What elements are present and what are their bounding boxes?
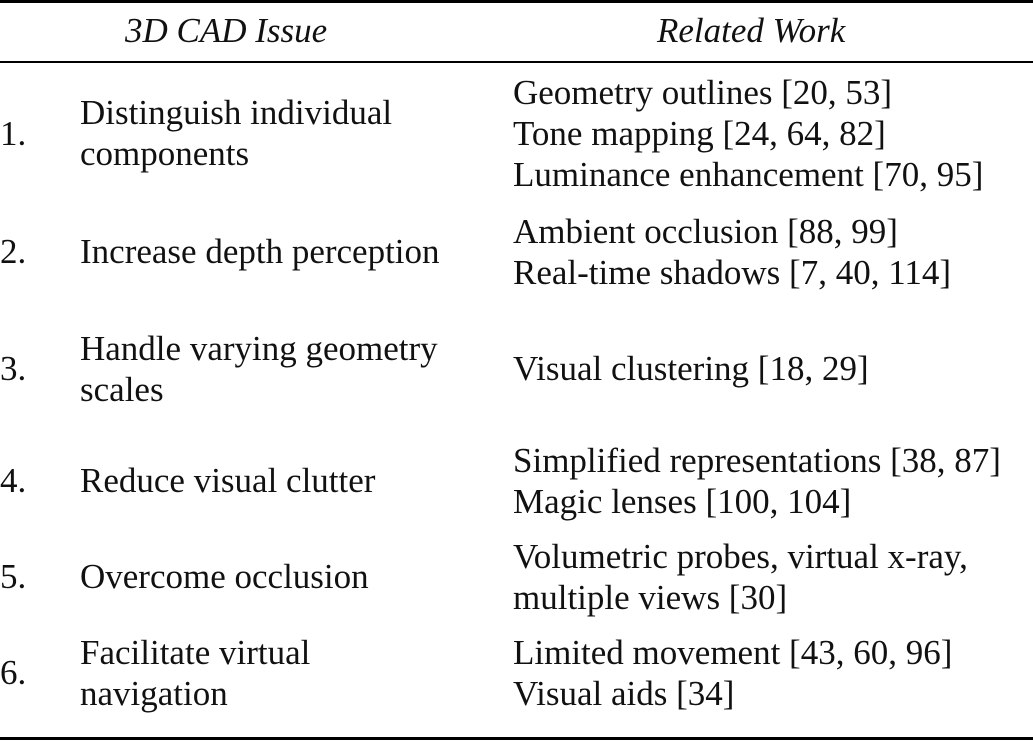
work-cell: Geometry outlines [20, 53] Tone mapping … <box>513 71 1033 195</box>
row-number: 4. <box>0 461 27 500</box>
issue-line: Distinguish individual <box>80 93 393 132</box>
work-line: Magic lenses [100, 104] <box>513 481 852 521</box>
work-line: Limited movement [43, 60, 96] <box>513 632 953 672</box>
work-line: Ambient occlusion [88, 99] <box>513 211 898 251</box>
issue-line: components <box>80 134 250 173</box>
issue-line: Overcome occlusion <box>80 557 369 596</box>
issue-cell: Increase depth perception <box>80 210 500 293</box>
table-row: 2. Increase depth perception Ambient occ… <box>0 210 1033 293</box>
row-number: 2. <box>0 232 27 271</box>
row-number: 6. <box>0 653 27 692</box>
row-number: 3. <box>0 349 27 388</box>
work-line: Tone mapping [24, 64, 82] <box>513 113 886 153</box>
table-row: 1. Distinguish individual components Geo… <box>0 71 1033 195</box>
work-line: Simplified representations [38, 87] <box>513 440 1001 480</box>
issue-cell: Reduce visual clutter <box>80 439 500 522</box>
top-rule <box>0 0 1033 3</box>
work-line: Luminance enhancement [70, 95] <box>513 154 984 194</box>
issue-cell: Overcome occlusion <box>80 535 500 618</box>
work-cell: Simplified representations [38, 87] Magi… <box>513 439 1033 522</box>
issue-cell: Distinguish individual components <box>80 71 500 195</box>
work-cell: Volumetric probes, virtual x-ray, multip… <box>513 535 1033 618</box>
issue-cell: Handle varying geometry scales <box>80 327 500 410</box>
work-line: Visual clustering [18, 29] <box>513 349 869 388</box>
table-row: 6. Facilitate virtual navigation Limited… <box>0 631 1033 714</box>
row-number: 5. <box>0 557 27 596</box>
header-rule <box>0 61 1033 63</box>
issue-line: navigation <box>80 673 228 713</box>
work-line: Volumetric probes, virtual x-ray, <box>513 536 968 576</box>
issue-line: Handle varying geometry <box>80 328 438 368</box>
header-issue: 3D CAD Issue <box>125 11 328 50</box>
work-cell: Visual clustering [18, 29] <box>513 327 1033 410</box>
work-cell: Limited movement [43, 60, 96] Visual aid… <box>513 631 1033 714</box>
table-row: 4. Reduce visual clutter Simplified repr… <box>0 439 1033 522</box>
issue-cell: Facilitate virtual navigation <box>80 631 500 714</box>
work-cell: Ambient occlusion [88, 99] Real-time sha… <box>513 210 1033 293</box>
table-row: 5. Overcome occlusion Volumetric probes,… <box>0 535 1033 618</box>
issue-line: Facilitate virtual <box>80 632 311 672</box>
issue-line: scales <box>80 369 164 409</box>
row-number: 1. <box>0 113 27 153</box>
table-row: 3. Handle varying geometry scales Visual… <box>0 327 1033 410</box>
work-line: Visual aids [34] <box>513 673 735 713</box>
work-line: Real-time shadows [7, 40, 114] <box>513 252 952 292</box>
header-related-work: Related Work <box>657 11 846 50</box>
issue-line: Reduce visual clutter <box>80 461 376 500</box>
issue-line: Increase depth perception <box>80 232 440 271</box>
bottom-rule <box>0 737 1033 740</box>
work-line: multiple views [30] <box>513 577 788 617</box>
work-line: Geometry outlines [20, 53] <box>513 72 893 112</box>
